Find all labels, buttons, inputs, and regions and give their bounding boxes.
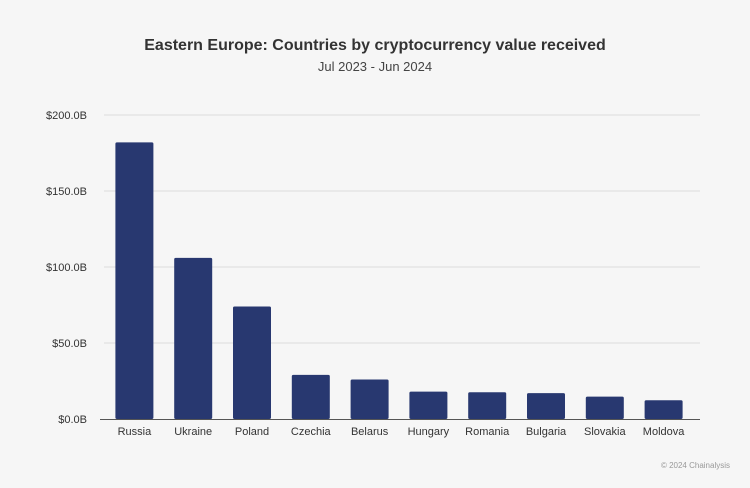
y-tick-label: $50.0B [52,338,87,350]
x-tick-label: Belarus [351,426,389,438]
y-tick-label: $150.0B [46,186,87,198]
bar-moldova [644,400,683,419]
y-tick-label: $100.0B [46,262,87,274]
chart-subtitle: Jul 2023 - Jun 2024 [317,59,433,74]
x-tick-label: Romania [465,426,510,438]
bar-belarus [350,379,389,419]
bar-slovakia [585,396,624,419]
bar-czechia [291,374,330,419]
y-tick-label: $0.0B [58,414,87,426]
bar-romania [468,392,507,419]
y-tick-label: $200.0B [46,110,87,122]
x-tick-label: Slovakia [584,426,626,438]
bar-bulgaria [527,393,565,419]
x-tick-label: Russia [118,426,153,438]
x-tick-label: Czechia [291,426,332,438]
chart-title: Eastern Europe: Countries by cryptocurre… [144,37,606,54]
x-tick-label: Hungary [408,426,450,438]
x-tick-label: Poland [235,426,269,438]
x-tick-label: Bulgaria [526,426,567,438]
bar-ukraine [174,257,213,419]
bar-poland [233,306,271,419]
x-tick-label: Moldova [643,426,685,438]
x-tick-label: Ukraine [174,426,212,438]
credit-text: © 2024 Chainalysis [660,461,730,470]
bar-hungary [409,391,448,419]
bar-russia [115,142,154,420]
